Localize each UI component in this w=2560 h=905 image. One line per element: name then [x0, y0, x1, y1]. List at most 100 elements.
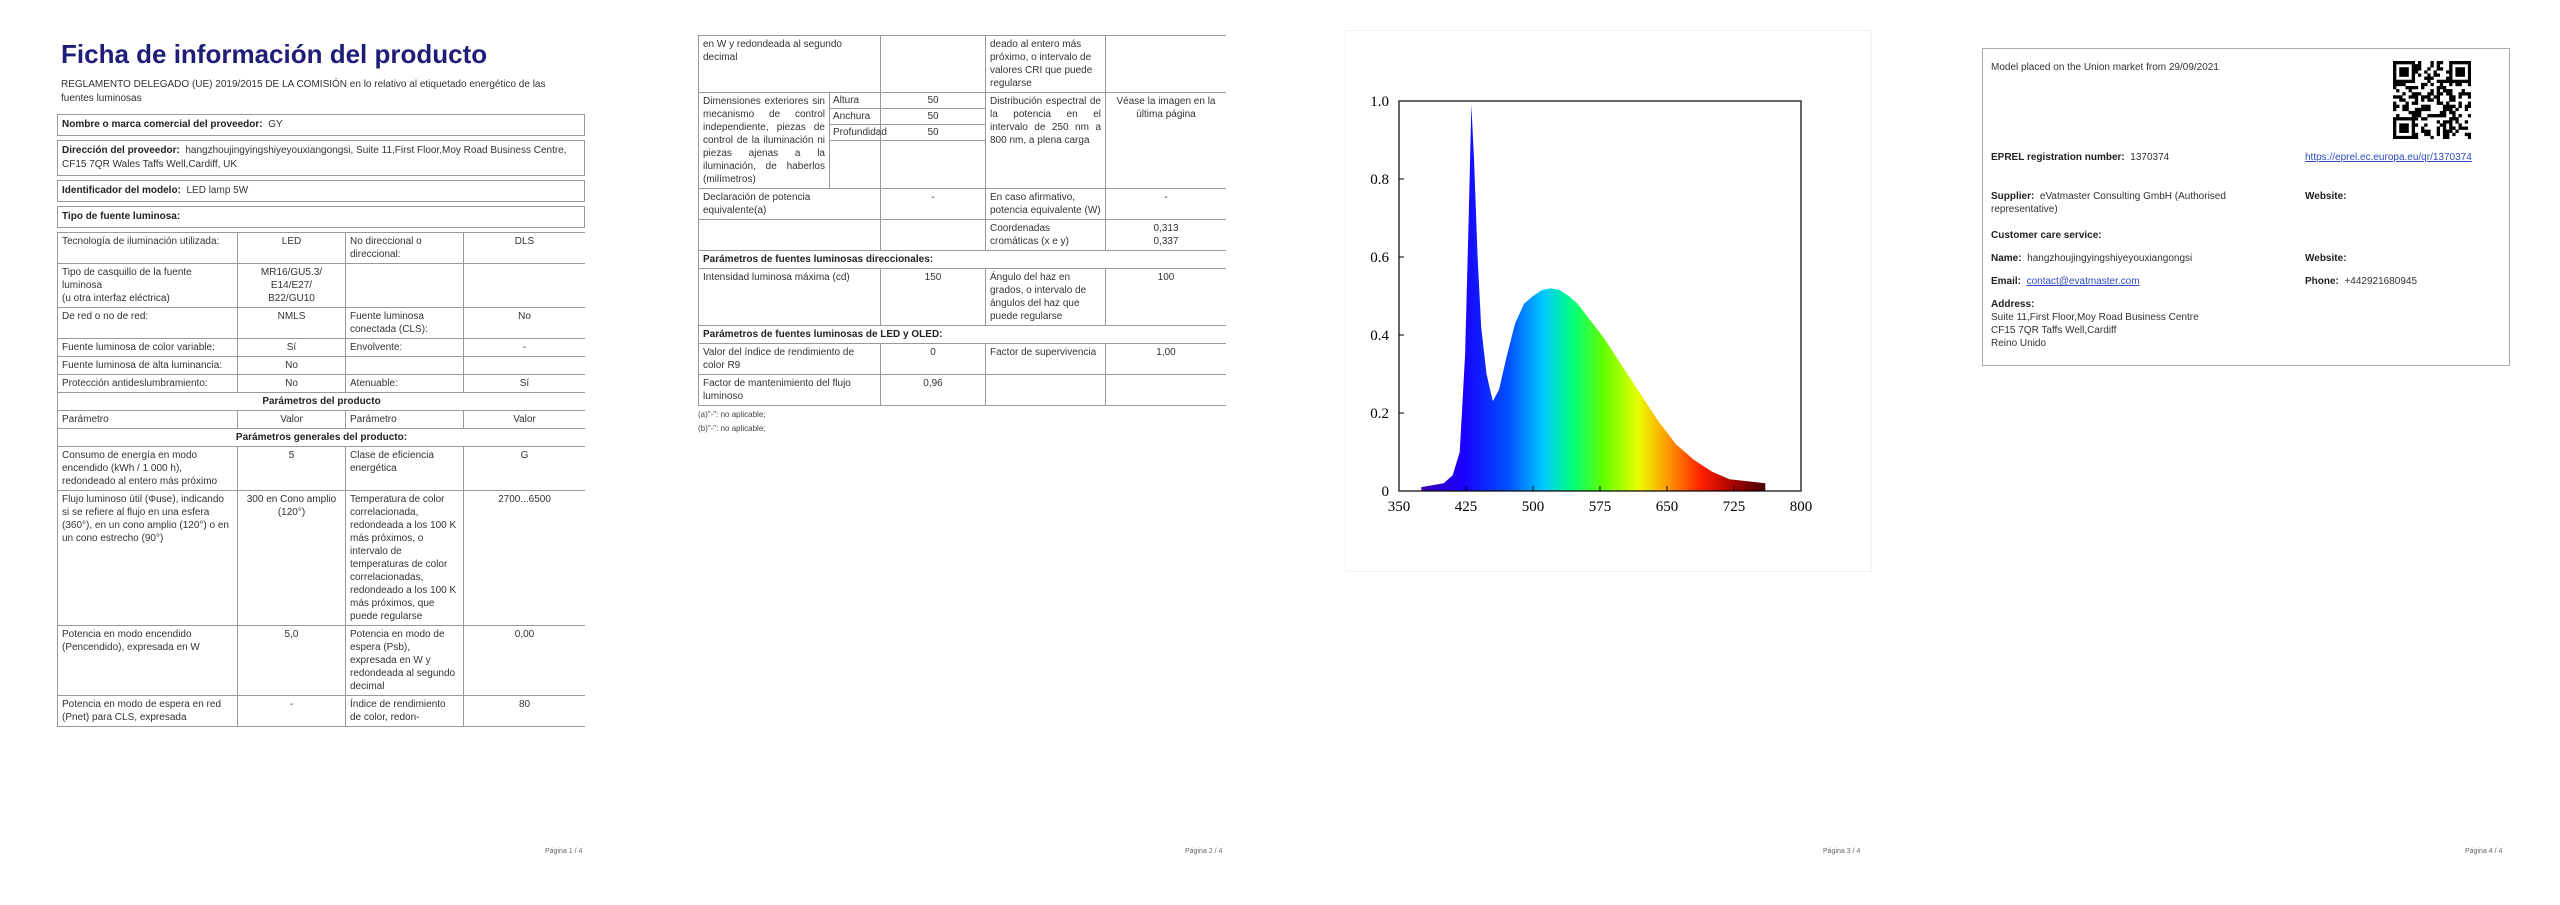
qr-module [2393, 67, 2397, 71]
qr-module [2442, 110, 2447, 115]
qr-module [2408, 79, 2412, 84]
table-cell: Parámetro [345, 410, 464, 429]
qr-module [2455, 67, 2459, 71]
qr-module [2405, 117, 2409, 121]
qr-module [2461, 73, 2465, 77]
qr-module [2411, 61, 2416, 65]
dimensions: Dimensiones exteriores sin mecanismo de … [699, 93, 887, 188]
qr-module [2399, 135, 2403, 139]
qr-module [2402, 123, 2406, 127]
table-cell: Índice de rendimiento de color, redon- [345, 695, 464, 727]
qr-module [2464, 61, 2469, 65]
qr-module [2396, 79, 2400, 84]
qr-module [2424, 82, 2428, 87]
label: Website: [2305, 253, 2347, 264]
qr-module [2442, 85, 2447, 90]
table-cell: Distribución espectral de la potencia en… [985, 92, 1106, 189]
qr-module [2467, 79, 2471, 84]
qr-module [2442, 107, 2447, 112]
label: Name: [1991, 253, 2022, 264]
qr-module [2430, 82, 2434, 87]
qr-module [2402, 82, 2406, 87]
qr-module [2424, 132, 2428, 137]
table-cell: En caso afirmativo, potencia equivalente… [985, 188, 1106, 220]
qr-module [2436, 67, 2440, 71]
qr-module [2452, 95, 2456, 99]
qr-module [2405, 70, 2409, 74]
qr-module [2417, 73, 2422, 77]
qr-module [2421, 98, 2425, 102]
qr-module [2461, 79, 2465, 84]
table-cell: Parámetro [57, 410, 238, 429]
qr-module [2442, 135, 2447, 139]
label: EPREL registration number: [1991, 152, 2125, 163]
footer: Página 2 / 4 [1185, 848, 1223, 855]
qr-module [2408, 95, 2412, 99]
qr-module [2455, 129, 2459, 133]
qr-module [2417, 114, 2422, 118]
qr-module [2455, 73, 2459, 77]
table-cell: Véase la imagen en la última página [1105, 92, 1226, 189]
table-cell [1105, 35, 1226, 93]
qr-module [2449, 64, 2453, 68]
table-row: Coordenadas cromáticas (x e y) 0,313 0,33… [698, 219, 1226, 251]
dimension-value: 50 [881, 93, 985, 109]
link[interactable]: https://eprel.ec.europa.eu/qr/1370374 [2305, 152, 2472, 163]
qr-module [2396, 104, 2400, 108]
qr-module [2402, 98, 2406, 102]
qr-module [2408, 135, 2412, 139]
table-cell [698, 219, 881, 251]
qr-module [2393, 73, 2397, 77]
qr-module [2411, 120, 2416, 124]
qr-module [2414, 135, 2419, 139]
qr-module [2414, 95, 2419, 99]
qr-module [2467, 73, 2471, 77]
qr-module [2405, 135, 2409, 139]
qr-module [2449, 95, 2453, 99]
table-row: Parámetros de fuentes luminosas de LED y… [698, 325, 1226, 344]
qr-module [2449, 82, 2453, 87]
qr-module [2393, 132, 2397, 137]
qr-module [2414, 117, 2419, 121]
qr-module [2427, 67, 2431, 71]
qr-module [2427, 132, 2431, 137]
qr-module [2414, 85, 2419, 90]
table-cell: Factor de mantenimiento del flujo lumino… [698, 374, 881, 406]
qr-module [2458, 61, 2462, 65]
qr-module [2449, 67, 2453, 71]
table-row: Parámetros generales del producto: [57, 428, 585, 447]
qr-module [2427, 104, 2431, 108]
qr-module [2393, 126, 2397, 130]
qr-module [2393, 79, 2397, 84]
qr-module [2411, 73, 2416, 77]
table-cell: 0,00 [463, 625, 585, 696]
qr-module [2439, 85, 2444, 90]
qr-module [2446, 70, 2450, 74]
address-line: CF15 7QR Taffs Well,Cardiff [1991, 325, 2117, 336]
qr-module [2458, 123, 2462, 127]
email-link[interactable]: contact@evatmaster.com [2026, 276, 2140, 287]
qr-module [2417, 92, 2422, 96]
table-cell: Dimensiones exteriores sin mecanismo de … [698, 92, 887, 189]
table-cell: - [463, 338, 585, 357]
table-row: Flujo luminoso útil (Φuse), indicando si… [57, 490, 585, 626]
table-cell [345, 356, 464, 375]
table-cell [345, 263, 464, 308]
qr-module [2396, 135, 2400, 139]
qr-module [2439, 101, 2444, 105]
qr-module [2402, 117, 2406, 121]
qr-module [2421, 129, 2425, 133]
qr-module [2442, 129, 2447, 133]
field-value: LED lamp 5W [186, 185, 249, 196]
qr-module [2452, 126, 2456, 130]
table-cell: Sí [237, 338, 346, 357]
qr-module [2467, 135, 2471, 139]
qr-module [2405, 123, 2409, 127]
qr-module [2442, 126, 2447, 130]
qr-module [2458, 104, 2462, 108]
qr-module [2393, 129, 2397, 133]
field-label: Nombre o marca comercial del proveedor: [62, 119, 263, 130]
table-cell: Valor del índice de rendimiento de color… [698, 343, 881, 375]
table-row: Factor de mantenimiento del flujo lumino… [698, 374, 1226, 406]
table-cell: Atenuable: [345, 374, 464, 393]
